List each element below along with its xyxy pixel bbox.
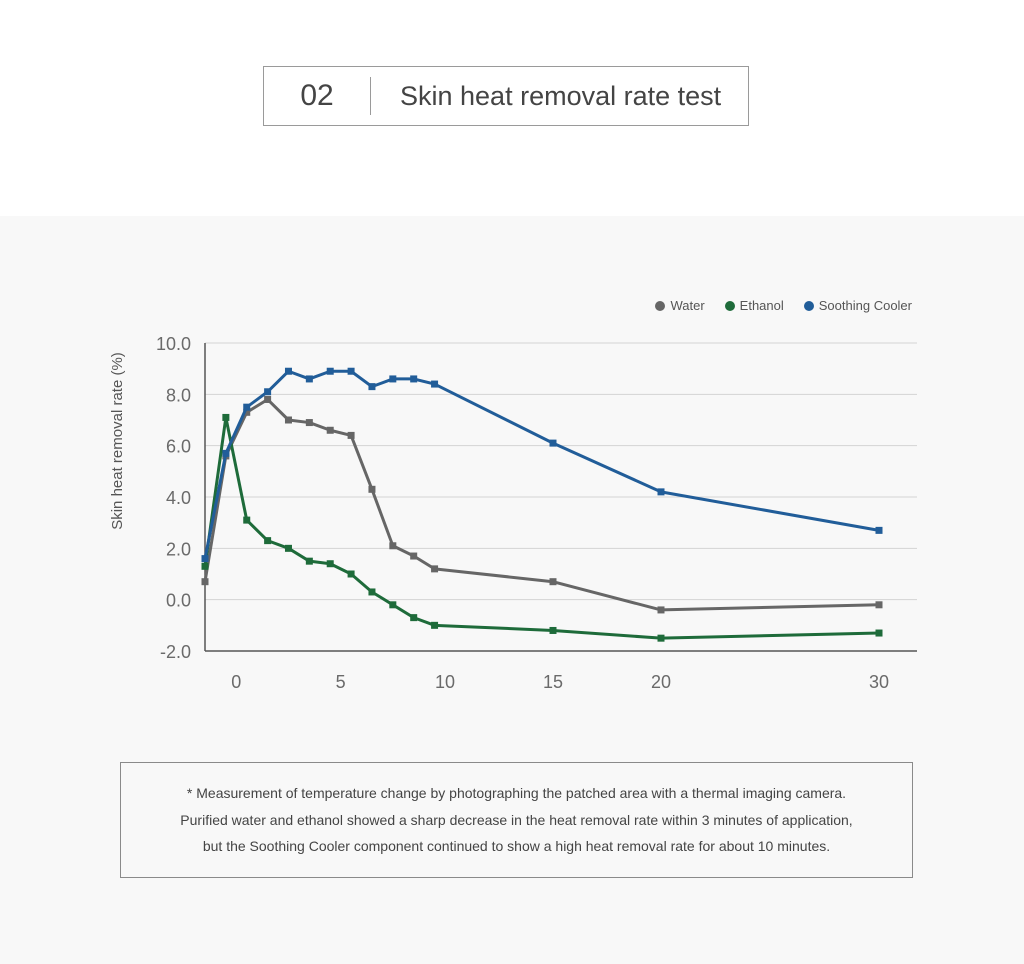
data-point-ethanol (264, 537, 272, 545)
footnote-line-1: * Measurement of temperature change by p… (186, 785, 847, 802)
data-point-ethanol (243, 516, 251, 524)
data-point-water (431, 565, 439, 573)
section-title-box: 02 Skin heat removal rate test (263, 66, 749, 126)
data-point-water (243, 408, 251, 416)
series-line-water (203, 397, 880, 612)
data-point-soothing-cooler (284, 367, 292, 375)
data-point-ethanol (284, 544, 292, 552)
data-point-ethanol (549, 626, 557, 634)
data-point-soothing-cooler (201, 555, 209, 563)
data-point-ethanol (347, 570, 355, 578)
data-point-soothing-cooler (305, 375, 313, 383)
legend-dot-soothing-cooler (803, 300, 814, 311)
data-point-water (347, 431, 355, 439)
data-point-ethanol (875, 629, 883, 637)
y-tick-label: 2.0 (166, 539, 191, 559)
data-point-soothing-cooler (243, 403, 251, 411)
footnote-box: * Measurement of temperature change by p… (120, 762, 913, 878)
data-point-water (389, 542, 397, 550)
data-point-soothing-cooler (410, 375, 418, 383)
legend-item-soothing-cooler: Soothing Cooler (803, 298, 912, 313)
data-point-water (657, 606, 665, 614)
title-divider (370, 77, 371, 115)
data-point-ethanol (305, 557, 313, 565)
x-tick-label: 0 (231, 672, 241, 692)
data-point-ethanol (431, 621, 439, 629)
x-tick-label: 30 (869, 672, 889, 692)
data-point-ethanol (201, 562, 209, 570)
y-tick-label: 0.0 (166, 591, 191, 611)
x-tick-label: 15 (543, 672, 563, 692)
data-point-ethanol (222, 413, 230, 421)
data-point-soothing-cooler (657, 488, 665, 496)
data-point-soothing-cooler (875, 526, 883, 534)
legend-label-water: Water (670, 298, 705, 313)
data-point-soothing-cooler (264, 388, 272, 396)
x-tick-label: 5 (336, 672, 346, 692)
data-point-water (368, 485, 376, 493)
section-number: 02 (300, 79, 334, 112)
data-point-water (305, 419, 313, 427)
data-point-ethanol (368, 588, 376, 596)
data-point-water (284, 416, 292, 424)
footnote-line-3: but the Soothing Cooler component contin… (202, 838, 831, 855)
x-tick-label: 10 (435, 672, 455, 692)
data-point-water (875, 601, 883, 609)
section-title: Skin heat removal rate test (400, 81, 722, 111)
legend-dot-ethanol (724, 300, 735, 311)
data-point-ethanol (657, 634, 665, 642)
y-axis-title: Skin heat removal rate (%) (109, 352, 126, 530)
series-line-ethanol (203, 415, 880, 640)
series-line-soothing-cooler (203, 369, 880, 559)
data-point-water (326, 426, 334, 434)
y-tick-label: -2.0 (160, 642, 191, 662)
y-tick-label: 8.0 (166, 385, 191, 405)
legend-dot-water (655, 300, 666, 311)
data-point-ethanol (389, 601, 397, 609)
legend-label-soothing-cooler: Soothing Cooler (818, 298, 912, 313)
y-tick-label: 4.0 (166, 488, 191, 508)
legend-item-ethanol: Ethanol (724, 298, 784, 313)
data-point-soothing-cooler (389, 375, 397, 383)
data-point-ethanol (326, 560, 334, 568)
data-point-soothing-cooler (347, 367, 355, 375)
y-tick-label: 10.0 (156, 334, 191, 354)
data-point-soothing-cooler (368, 383, 376, 391)
data-point-soothing-cooler (222, 449, 230, 457)
footnote-line-2: Purified water and ethanol showed a shar… (180, 811, 853, 828)
data-point-water (549, 578, 557, 586)
data-point-soothing-cooler (326, 367, 334, 375)
data-point-water (410, 552, 418, 560)
x-tick-label: 20 (651, 672, 671, 692)
data-point-ethanol (410, 614, 418, 622)
legend-label-ethanol: Ethanol (739, 298, 784, 313)
chart-legend: Water Ethanol Soothing Cooler (655, 298, 912, 313)
y-tick-label: 6.0 (166, 437, 191, 457)
data-point-water (264, 395, 272, 403)
data-point-soothing-cooler (431, 380, 439, 388)
data-point-water (201, 578, 209, 586)
legend-item-water: Water (655, 298, 705, 313)
data-point-soothing-cooler (549, 439, 557, 447)
